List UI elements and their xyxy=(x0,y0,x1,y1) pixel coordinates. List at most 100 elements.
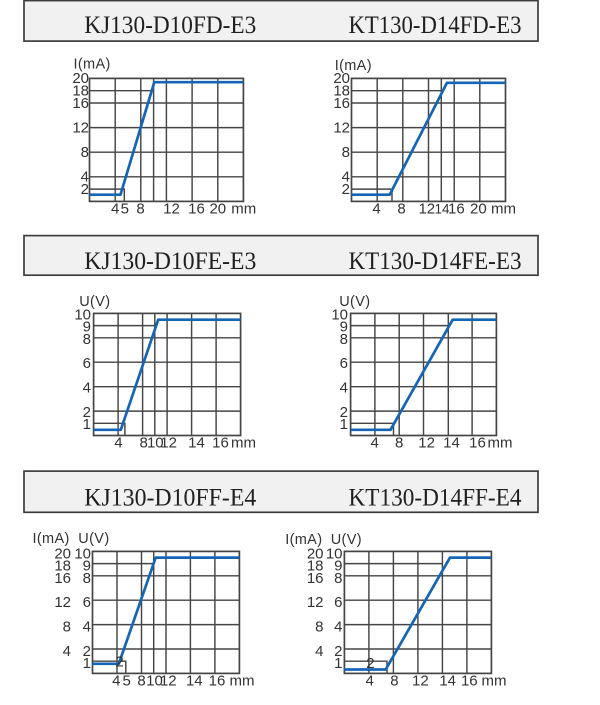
svg-text:mm: mm xyxy=(491,200,516,217)
svg-text:8: 8 xyxy=(334,570,342,587)
svg-text:10: 10 xyxy=(326,545,343,562)
svg-text:16: 16 xyxy=(469,435,486,452)
svg-text:KT130-D14FE-E3: KT130-D14FE-E3 xyxy=(349,246,522,275)
svg-text:6: 6 xyxy=(83,355,91,372)
svg-text:2: 2 xyxy=(342,181,350,198)
svg-text:U(V): U(V) xyxy=(331,532,362,548)
svg-text:12: 12 xyxy=(418,200,435,217)
svg-text:10: 10 xyxy=(74,545,91,562)
svg-text:4: 4 xyxy=(83,380,91,397)
svg-text:4: 4 xyxy=(83,619,91,636)
svg-text:1: 1 xyxy=(83,655,91,672)
svg-text:6: 6 xyxy=(340,355,348,372)
svg-text:20: 20 xyxy=(54,545,71,562)
svg-text:8: 8 xyxy=(342,144,350,161)
svg-text:KJ130-D10FE-E3: KJ130-D10FE-E3 xyxy=(84,246,256,275)
svg-text:20: 20 xyxy=(470,200,487,217)
svg-text:4: 4 xyxy=(112,673,120,690)
svg-text:1: 1 xyxy=(83,416,91,433)
svg-text:6: 6 xyxy=(334,594,342,611)
svg-text:2: 2 xyxy=(83,404,91,421)
svg-text:2: 2 xyxy=(334,643,342,660)
svg-text:10: 10 xyxy=(146,673,163,690)
svg-text:8: 8 xyxy=(137,673,145,690)
svg-text:18: 18 xyxy=(72,83,89,100)
svg-text:U(V): U(V) xyxy=(339,294,370,310)
svg-text:20: 20 xyxy=(307,545,324,562)
svg-text:20: 20 xyxy=(333,70,350,87)
svg-text:2: 2 xyxy=(366,655,374,672)
svg-text:14: 14 xyxy=(439,673,456,690)
svg-text:12: 12 xyxy=(418,435,435,452)
svg-text:12: 12 xyxy=(72,119,89,136)
svg-text:12: 12 xyxy=(160,435,177,452)
svg-text:8: 8 xyxy=(340,331,348,348)
svg-text:mm: mm xyxy=(488,435,513,452)
svg-text:8: 8 xyxy=(83,570,91,587)
svg-text:4: 4 xyxy=(114,435,122,452)
svg-text:2: 2 xyxy=(340,404,348,421)
svg-text:14: 14 xyxy=(443,435,460,452)
svg-text:I(mA): I(mA) xyxy=(335,58,372,74)
svg-text:KT130-D14FD-E3: KT130-D14FD-E3 xyxy=(349,10,522,39)
svg-text:12: 12 xyxy=(307,594,324,611)
svg-text:16: 16 xyxy=(333,95,350,112)
svg-text:9: 9 xyxy=(83,558,91,575)
svg-text:KJ130-D10FF-E4: KJ130-D10FF-E4 xyxy=(84,482,256,511)
svg-text:2: 2 xyxy=(81,181,89,198)
svg-text:U(V): U(V) xyxy=(78,531,109,547)
svg-text:12: 12 xyxy=(412,673,429,690)
svg-text:mm: mm xyxy=(230,673,255,690)
svg-text:4: 4 xyxy=(371,435,379,452)
svg-text:1: 1 xyxy=(340,416,348,433)
svg-text:10: 10 xyxy=(74,306,91,323)
svg-text:mm: mm xyxy=(482,673,507,690)
svg-text:14: 14 xyxy=(186,673,203,690)
svg-text:18: 18 xyxy=(307,558,324,575)
svg-text:6: 6 xyxy=(83,594,91,611)
svg-text:I(mA): I(mA) xyxy=(74,56,111,72)
svg-text:4: 4 xyxy=(340,380,348,397)
svg-text:2: 2 xyxy=(115,653,123,670)
svg-text:mm: mm xyxy=(231,200,256,217)
svg-text:8: 8 xyxy=(136,200,144,217)
svg-text:16: 16 xyxy=(448,200,465,217)
svg-text:16: 16 xyxy=(209,673,226,690)
svg-text:20: 20 xyxy=(72,70,89,87)
svg-text:9: 9 xyxy=(340,319,348,336)
svg-text:12: 12 xyxy=(163,200,180,217)
svg-text:5: 5 xyxy=(123,673,131,690)
svg-text:2: 2 xyxy=(83,643,91,660)
svg-text:10: 10 xyxy=(331,306,348,323)
svg-text:9: 9 xyxy=(334,558,342,575)
svg-text:12: 12 xyxy=(160,673,177,690)
svg-text:8: 8 xyxy=(140,435,148,452)
svg-text:KT130-D14FF-E4: KT130-D14FF-E4 xyxy=(349,482,522,511)
svg-text:mm: mm xyxy=(231,435,256,452)
svg-text:I(mA): I(mA) xyxy=(285,532,322,548)
svg-text:16: 16 xyxy=(54,570,71,587)
svg-text:14: 14 xyxy=(188,435,205,452)
svg-text:4: 4 xyxy=(366,673,374,690)
svg-text:16: 16 xyxy=(188,200,205,217)
svg-text:8: 8 xyxy=(315,619,323,636)
svg-text:20: 20 xyxy=(209,200,226,217)
svg-text:5: 5 xyxy=(121,200,129,217)
svg-text:8: 8 xyxy=(397,200,405,217)
svg-text:4: 4 xyxy=(111,200,119,217)
svg-text:9: 9 xyxy=(83,319,91,336)
svg-text:16: 16 xyxy=(461,673,478,690)
svg-text:10: 10 xyxy=(147,435,164,452)
svg-text:I(mA): I(mA) xyxy=(33,531,70,547)
svg-text:8: 8 xyxy=(81,144,89,161)
svg-text:16: 16 xyxy=(72,95,89,112)
svg-text:16: 16 xyxy=(212,435,229,452)
svg-text:18: 18 xyxy=(333,83,350,100)
svg-text:4: 4 xyxy=(315,643,323,660)
svg-text:12: 12 xyxy=(54,594,71,611)
svg-text:4: 4 xyxy=(372,200,380,217)
svg-text:4: 4 xyxy=(334,619,342,636)
svg-text:8: 8 xyxy=(395,435,403,452)
svg-text:8: 8 xyxy=(83,331,91,348)
svg-text:1: 1 xyxy=(334,655,342,672)
